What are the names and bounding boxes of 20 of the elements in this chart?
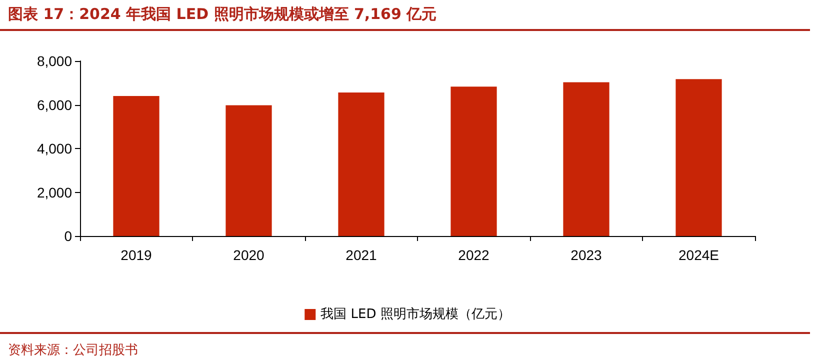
bar [563, 82, 610, 236]
y-tick-label: 6,000 [36, 96, 72, 113]
x-tick-label: 2020 [233, 247, 265, 263]
text: 资料来源：公司招股书 [8, 342, 138, 359]
x-tick-label: 2024E [678, 247, 719, 263]
y-tick-label: 0 [64, 228, 72, 244]
bar [338, 92, 384, 236]
y-tick-label: 2,000 [36, 184, 72, 200]
legend-label: 我国 LED 照明市场规模（亿元） [320, 307, 510, 322]
x-tick-label: 2022 [458, 247, 490, 263]
y-tick-label: 8,000 [36, 53, 72, 69]
bar [676, 79, 722, 236]
x-tick-label: 2023 [570, 247, 602, 263]
x-tick-label: 2019 [120, 247, 152, 263]
bar [113, 96, 160, 236]
bar [226, 105, 272, 236]
y-tick-label: 4,000 [36, 140, 72, 156]
x-tick-label: 2021 [346, 247, 378, 263]
chart-title: 图表 17：2024 年我国 LED 照明市场规模或增至 7,169 亿元 [8, 5, 437, 24]
bar [450, 86, 497, 236]
